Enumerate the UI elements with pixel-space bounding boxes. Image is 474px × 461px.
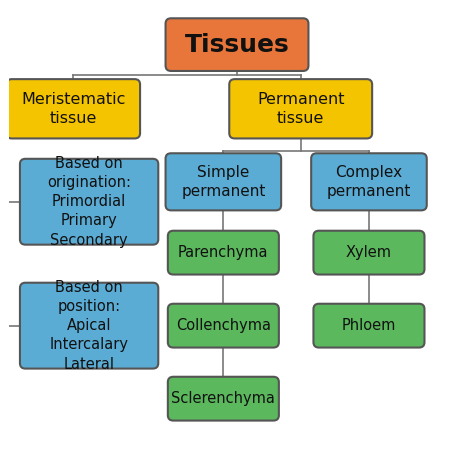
Text: Collenchyma: Collenchyma (176, 318, 271, 333)
Text: Complex
permanent: Complex permanent (327, 165, 411, 199)
FancyBboxPatch shape (313, 304, 425, 348)
Text: Permanent
tissue: Permanent tissue (257, 92, 345, 126)
FancyBboxPatch shape (168, 377, 279, 420)
Text: Xylem: Xylem (346, 245, 392, 260)
FancyBboxPatch shape (20, 283, 158, 369)
FancyBboxPatch shape (165, 18, 309, 71)
Text: Simple
permanent: Simple permanent (181, 165, 265, 199)
Text: Phloem: Phloem (342, 318, 396, 333)
Text: Parenchyma: Parenchyma (178, 245, 269, 260)
FancyBboxPatch shape (165, 153, 281, 210)
FancyBboxPatch shape (6, 79, 140, 138)
FancyBboxPatch shape (311, 153, 427, 210)
Text: Based on
origination:
Primordial
Primary
Secondary: Based on origination: Primordial Primary… (47, 156, 131, 248)
FancyBboxPatch shape (229, 79, 372, 138)
FancyBboxPatch shape (313, 230, 425, 275)
Text: Sclerenchyma: Sclerenchyma (172, 391, 275, 406)
FancyBboxPatch shape (20, 159, 158, 245)
Text: Meristematic
tissue: Meristematic tissue (21, 92, 126, 126)
Text: Tissues: Tissues (185, 33, 289, 57)
FancyBboxPatch shape (168, 304, 279, 348)
Text: Based on
position:
Apical
Intercalary
Lateral: Based on position: Apical Intercalary La… (50, 280, 128, 372)
FancyBboxPatch shape (168, 230, 279, 275)
